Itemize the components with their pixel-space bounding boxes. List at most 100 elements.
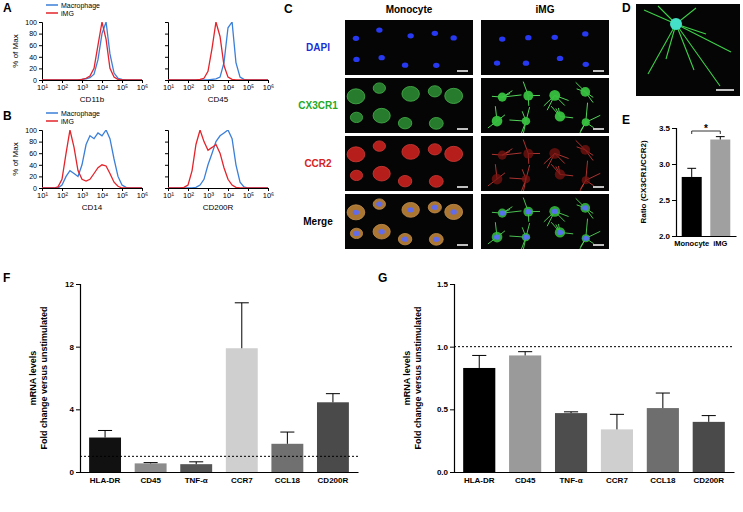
- tick-mark: [450, 409, 454, 410]
- nucleus: [583, 62, 589, 67]
- tick: 10¹: [37, 188, 48, 200]
- scale-bar: [593, 70, 604, 72]
- error-bar-stem: [662, 393, 663, 408]
- tick-label: 10⁵: [117, 191, 128, 200]
- legend-item: iMG: [46, 10, 74, 17]
- tick: 10⁴: [223, 80, 235, 92]
- cell-body: [522, 117, 530, 125]
- x-axis: 10¹10²10³10⁴10⁵10⁶: [163, 188, 274, 200]
- tick: 12: [65, 280, 80, 289]
- axis-line: [39, 23, 43, 81]
- cell-body: [523, 207, 533, 217]
- image-grid: MonocyteiMGDAPICX3CR1CCR2Merge: [298, 4, 609, 250]
- tick-label: 3.0: [659, 160, 671, 169]
- y-axis-title: Ratio (CX3CR1/CCR2): [639, 140, 648, 223]
- cell-body: [582, 118, 590, 126]
- micrograph-background: [636, 4, 740, 96]
- tick: [165, 165, 168, 166]
- tick-label: 12: [65, 280, 74, 289]
- micrograph-background: [345, 20, 473, 75]
- x-axis-title: CD11b: [80, 95, 105, 104]
- tick-label: 10¹: [163, 191, 174, 200]
- cell-body: [429, 117, 443, 129]
- legend: MacrophageiMG: [46, 110, 100, 125]
- axis-line: [81, 472, 359, 473]
- tick-label: 10⁵: [243, 83, 254, 92]
- cell-body: [428, 144, 441, 155]
- tick: 100: [25, 127, 42, 134]
- bar-chart: 04812HLA-DRCD45TNF-αCCR7CCL18CD200RmRNA …: [28, 280, 359, 485]
- tick-mark: [39, 165, 42, 166]
- bar: [647, 408, 679, 472]
- nucleus: [353, 210, 359, 215]
- cell-body: [498, 93, 507, 102]
- bar-chart: 0.00.51.01.5HLA-DRCD45TNF-αCCR7CCL18CD20…: [402, 280, 735, 485]
- error-bar: [280, 432, 294, 444]
- tick-label: 10¹: [37, 191, 48, 200]
- legend-swatch: [46, 112, 58, 114]
- tick-mark: [672, 236, 676, 237]
- cell-body: [580, 145, 590, 155]
- bar: [89, 438, 121, 472]
- nucleus: [353, 231, 359, 236]
- tick: 10²: [57, 188, 68, 200]
- scale-bar: [593, 128, 604, 130]
- plot-area: [80, 303, 358, 472]
- plot-area: [168, 130, 268, 188]
- cell-body: [402, 144, 419, 159]
- error-bar-cap: [702, 415, 716, 416]
- error-bar-cap: [656, 393, 670, 394]
- tick: [165, 57, 168, 58]
- tick-mark: [165, 165, 168, 166]
- x-axis: 10¹10²10³10⁴10⁵10⁶: [37, 80, 148, 92]
- cell-body: [402, 86, 419, 101]
- tick: 10¹: [163, 80, 174, 92]
- bar: [226, 348, 258, 472]
- cell-body: [373, 199, 385, 209]
- tick-label: TNF-α: [559, 476, 582, 485]
- tick-mark: [450, 472, 454, 473]
- histogram-chart: 10¹10²10³10⁴10⁵10⁶020406080100% of MaxCD…: [11, 2, 148, 105]
- error-bar: [326, 394, 340, 403]
- cell-body: [373, 83, 385, 93]
- nucleus: [523, 235, 529, 240]
- tick: 10⁶: [263, 188, 274, 200]
- scale-bar: [716, 89, 734, 91]
- error-bar: [687, 168, 696, 177]
- x-axis: MonocyteiMG: [674, 237, 736, 249]
- cell-body: [582, 176, 590, 184]
- tick-label: 10¹: [37, 83, 48, 92]
- tick-label: 80: [29, 138, 37, 145]
- bar: [271, 444, 303, 472]
- nucleus: [376, 202, 382, 207]
- bar: [135, 463, 167, 472]
- tick-label: 10⁴: [97, 83, 109, 92]
- cell-body: [498, 151, 507, 160]
- bar: [463, 368, 495, 472]
- nucleus: [582, 31, 588, 36]
- tick: 10⁶: [263, 80, 274, 92]
- column-header: Monocyte: [386, 4, 433, 15]
- error-bar-cap: [687, 168, 696, 169]
- nucleus: [378, 55, 384, 60]
- histogram-line: [168, 22, 268, 80]
- legend-item: iMG: [46, 118, 74, 125]
- y-axis: [165, 131, 169, 189]
- cell-body: [398, 233, 411, 244]
- tick: [165, 22, 168, 23]
- nucleus: [353, 57, 359, 62]
- tick: 20: [29, 173, 42, 180]
- tick: 0: [33, 77, 42, 84]
- bar-chart: 2.02.53.03.5MonocyteiMGRatio (CX3CR1/CCR…: [639, 123, 737, 248]
- plot-area: [168, 22, 268, 80]
- panel-label: F: [3, 271, 10, 285]
- tick: [165, 68, 168, 69]
- error-bar-cap: [189, 461, 203, 462]
- tick-mark: [165, 142, 168, 143]
- error-bar-stem: [479, 355, 480, 368]
- tick-label: 10⁴: [223, 191, 235, 200]
- cell-body: [549, 148, 560, 159]
- bar: [693, 422, 725, 472]
- tick-label: 10⁴: [97, 191, 109, 200]
- cell-body: [350, 112, 362, 122]
